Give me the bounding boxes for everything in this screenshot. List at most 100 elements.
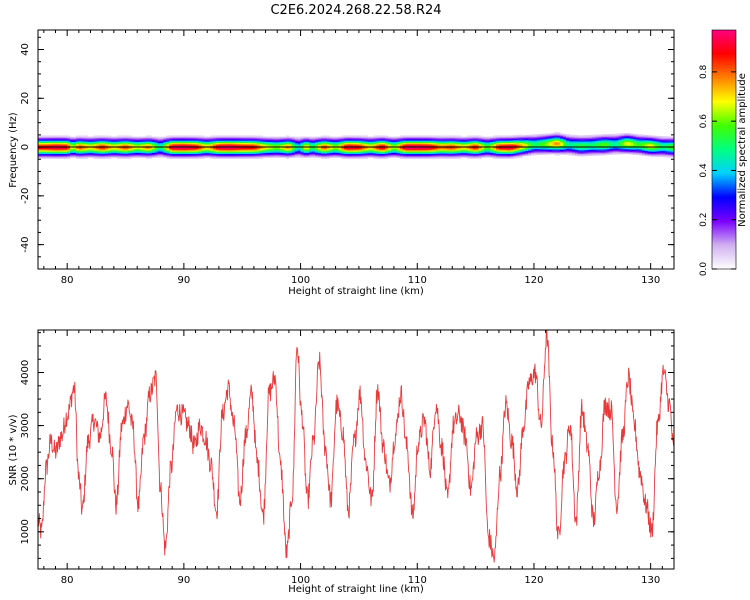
heatmap-cell: [338, 147, 342, 150]
heatmap-cell: [531, 142, 535, 145]
heatmap-cell: [192, 137, 196, 140]
heatmap-cell: [93, 136, 97, 139]
heatmap-cell: [385, 156, 389, 158]
heatmap-cell: [516, 156, 520, 159]
heatmap-cell: [259, 142, 263, 145]
heatmap-cell: [125, 153, 129, 156]
heatmap-cell: [113, 136, 118, 139]
heatmap-cell: [376, 140, 380, 142]
heatmap-cell: [437, 137, 441, 140]
heatmap-cell: [434, 152, 438, 155]
heatmap-cell: [630, 148, 634, 150]
heatmap-cell: [484, 152, 488, 155]
heatmap-cell: [192, 145, 196, 147]
heatmap-cell: [396, 136, 401, 139]
heatmap-cell: [78, 137, 83, 140]
heatmap-cell: [466, 157, 471, 159]
heatmap-cell: [195, 136, 199, 139]
heatmap-cell: [128, 150, 132, 152]
heatmap-cell: [227, 147, 231, 150]
heatmap-cell: [350, 153, 354, 156]
heatmap-cell: [496, 157, 500, 159]
heatmap-cell: [513, 139, 517, 142]
heatmap-cell: [373, 151, 377, 153]
x-tick-label: 110: [408, 575, 427, 586]
heatmap-cell: [463, 142, 468, 145]
heatmap-cell: [309, 145, 313, 147]
heatmap-cell: [347, 147, 351, 150]
heatmap-cell: [601, 147, 605, 150]
heatmap-cell: [102, 151, 106, 153]
heatmap-cell: [484, 156, 488, 158]
heatmap-cell: [411, 142, 415, 145]
heatmap-cell: [522, 140, 526, 142]
heatmap-cell: [157, 148, 161, 151]
heatmap-cell: [224, 157, 228, 159]
heatmap-cell: [154, 145, 158, 147]
heatmap-cell: [428, 140, 433, 142]
heatmap-cell: [338, 144, 342, 146]
heatmap-cell: [315, 153, 319, 156]
heatmap-cell: [487, 142, 491, 145]
heatmap-cell: [426, 150, 430, 152]
heatmap-cell: [338, 136, 342, 139]
snr-frame: [37, 329, 675, 570]
heatmap-cell: [563, 147, 567, 149]
heatmap-cell: [382, 157, 386, 159]
heatmap-cell: [236, 154, 240, 157]
heatmap-cell: [40, 136, 45, 139]
heatmap-cell: [493, 142, 497, 145]
heatmap-cell: [227, 140, 231, 142]
heatmap-cell: [630, 150, 634, 153]
heatmap-cell: [338, 145, 342, 147]
heatmap-cell: [358, 142, 363, 145]
heatmap-cell: [603, 137, 608, 140]
heatmap-cell: [283, 144, 287, 146]
heatmap-cell: [420, 154, 424, 157]
heatmap-cell: [525, 142, 529, 144]
heatmap-cell: [183, 153, 188, 156]
heatmap-cell: [662, 143, 666, 145]
heatmap-cell: [443, 144, 447, 146]
heatmap-cell: [262, 156, 266, 158]
heatmap-cell: [490, 137, 494, 140]
heatmap-cell: [189, 157, 193, 159]
heatmap-cell: [545, 140, 549, 143]
heatmap-cell: [192, 135, 196, 137]
heatmap-cell: [361, 157, 366, 159]
heatmap-cell: [504, 142, 509, 145]
heatmap-cell: [586, 135, 590, 137]
heatmap-cell: [154, 142, 158, 145]
heatmap-cell: [449, 150, 453, 152]
heatmap-cell: [455, 154, 459, 157]
heatmap-cell: [125, 142, 129, 145]
heatmap-cell: [320, 147, 325, 150]
heatmap-cell: [122, 154, 126, 157]
heatmap-cell: [180, 142, 185, 145]
x-tick-label: 110: [408, 275, 427, 286]
heatmap-cell: [52, 150, 56, 152]
heatmap-cell: [169, 142, 173, 145]
heatmap-cell: [78, 135, 83, 137]
colorbar-frame: [711, 29, 737, 270]
heatmap-cell: [592, 134, 596, 137]
heatmap-cell: [580, 136, 584, 139]
heatmap-cell: [385, 147, 389, 150]
heatmap-cell: [589, 141, 593, 143]
heatmap-cell: [67, 142, 71, 145]
heatmap-cell: [356, 139, 360, 141]
heatmap-cell: [493, 153, 497, 156]
heatmap-cell: [341, 141, 345, 144]
heatmap-cell: [90, 152, 94, 155]
heatmap-cell: [516, 143, 520, 145]
heatmap-cell: [122, 140, 126, 142]
heatmap-cell: [358, 145, 363, 147]
heatmap-cell: [671, 153, 674, 156]
heatmap-cell: [344, 140, 348, 142]
heatmap-cell: [300, 156, 304, 158]
heatmap-cell: [268, 147, 272, 150]
heatmap-cell: [627, 134, 631, 136]
heatmap-cell: [408, 152, 412, 155]
heatmap-cell: [603, 151, 608, 153]
heatmap-cell: [402, 136, 406, 139]
